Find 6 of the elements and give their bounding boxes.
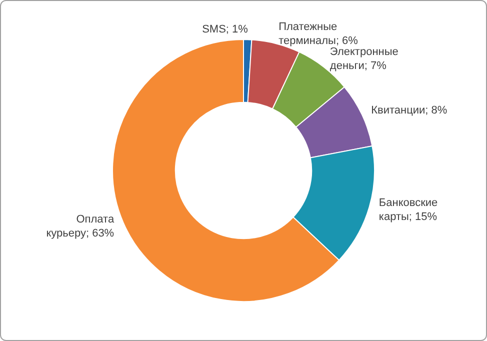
slice-label: SMS; 1%: [202, 24, 248, 36]
slice-label: Оплата курьеру; 63%: [46, 214, 115, 240]
slice-label: Платежные терминалы; 6%: [278, 20, 358, 47]
slice-label: Электронные деньги; 7%: [330, 46, 398, 72]
slice-label: Банковские карты; 15%: [378, 196, 438, 223]
slice-label: Квитанции; 8%: [371, 104, 448, 116]
